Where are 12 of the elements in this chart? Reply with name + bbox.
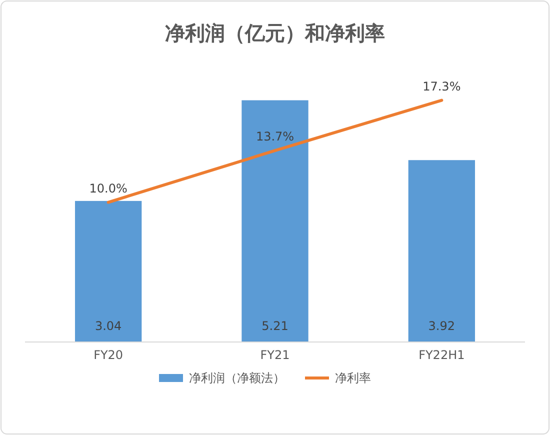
data-label: 5.21 [262,319,288,333]
data-label: 13.7% [256,130,294,144]
data-label: 3.92 [428,319,456,333]
legend-label: 净利润（净额法） [189,371,285,385]
x-tick-label: FY20 [94,348,124,362]
data-label: 10.0% [89,181,128,196]
chart-title: 净利润（亿元）和净利率 [165,21,385,45]
x-tick-label: FY22H1 [418,348,465,362]
legend-label: 净利率 [335,371,371,385]
data-label: 3.04 [94,319,122,333]
data-label: 17.3% [422,79,461,94]
x-tick-label: FY21 [260,348,290,362]
